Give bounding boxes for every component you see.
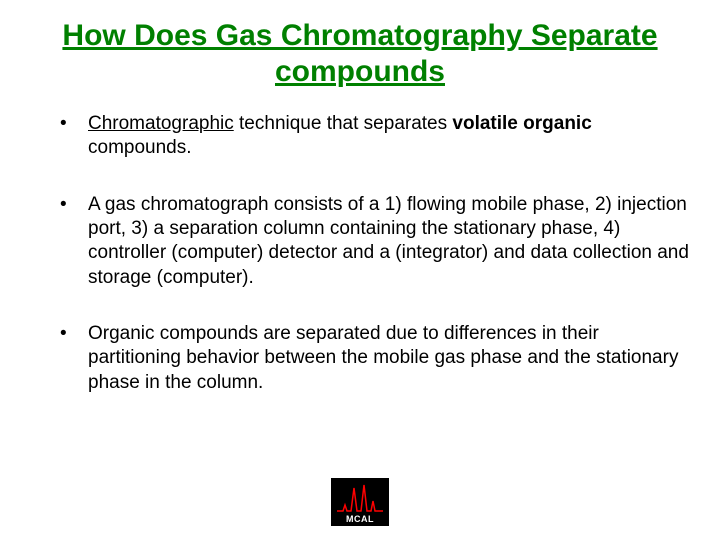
mcal-logo: MCAL [331, 478, 389, 526]
bullet-text-part: A gas chromatograph consists of a 1) flo… [88, 194, 689, 288]
bullet-text-part: volatile organic [452, 113, 591, 134]
logo-label: MCAL [346, 514, 374, 524]
bullet-text-part: technique that separates [234, 113, 453, 134]
bullet-item: A gas chromatograph consists of a 1) flo… [60, 193, 690, 290]
bullet-text-part: compounds. [88, 137, 192, 158]
chromatogram-icon [335, 483, 385, 513]
bullet-item: Chromatographic technique that separates… [60, 112, 690, 161]
bullet-item: Organic compounds are separated due to d… [60, 322, 690, 395]
bullet-text-part: Organic compounds are separated due to d… [88, 323, 678, 393]
bullet-list: Chromatographic technique that separates… [30, 112, 690, 395]
bullet-text-part: Chromatographic [88, 113, 234, 134]
slide-title: How Does Gas Chromatography Separate com… [30, 18, 690, 90]
